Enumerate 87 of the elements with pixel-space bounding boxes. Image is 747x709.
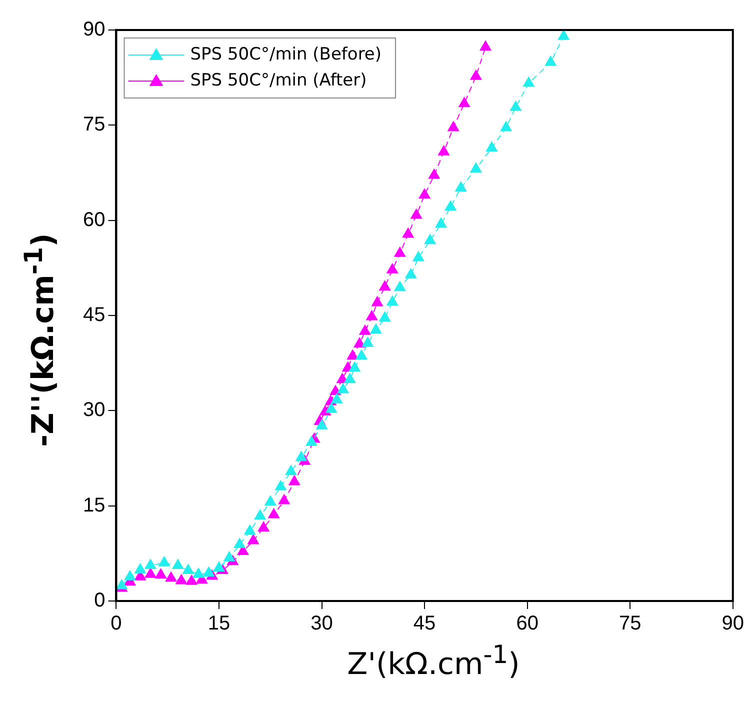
point bbox=[254, 508, 266, 520]
point bbox=[370, 323, 382, 334]
point bbox=[223, 550, 236, 562]
point bbox=[316, 418, 328, 430]
point bbox=[558, 30, 570, 40]
point bbox=[410, 208, 422, 219]
x-tick-label: 75 bbox=[618, 612, 642, 635]
point bbox=[124, 570, 136, 580]
point bbox=[458, 96, 470, 108]
point bbox=[412, 250, 424, 262]
point bbox=[336, 382, 350, 394]
point bbox=[172, 558, 184, 569]
point bbox=[330, 392, 343, 404]
point bbox=[164, 571, 178, 582]
point bbox=[404, 268, 417, 278]
point bbox=[284, 464, 298, 476]
point bbox=[175, 574, 188, 584]
y-tick-label: 90 bbox=[82, 18, 106, 41]
point bbox=[346, 349, 359, 360]
point bbox=[486, 141, 498, 152]
point bbox=[510, 100, 522, 111]
point bbox=[202, 566, 215, 577]
point bbox=[348, 361, 361, 372]
point bbox=[402, 227, 414, 238]
point bbox=[247, 534, 260, 544]
point bbox=[394, 246, 406, 257]
point bbox=[500, 120, 512, 132]
point bbox=[428, 168, 440, 179]
point bbox=[371, 296, 384, 306]
point bbox=[182, 564, 194, 574]
point bbox=[444, 200, 457, 211]
point bbox=[144, 558, 157, 569]
point bbox=[394, 280, 406, 292]
point bbox=[447, 120, 460, 132]
point bbox=[134, 562, 146, 574]
point bbox=[154, 568, 167, 578]
point bbox=[470, 69, 482, 80]
y-tick-label: 30 bbox=[82, 399, 106, 422]
x-tick-label: 90 bbox=[722, 612, 744, 635]
point bbox=[386, 295, 398, 306]
legend-label: SPS 50C°/min (After) bbox=[190, 70, 367, 90]
point bbox=[295, 450, 308, 462]
point bbox=[454, 180, 467, 192]
point bbox=[274, 480, 287, 490]
point bbox=[257, 521, 270, 532]
x-tick-label: 60 bbox=[516, 612, 538, 635]
point bbox=[344, 372, 356, 384]
point bbox=[288, 474, 300, 486]
point bbox=[158, 556, 170, 566]
point bbox=[544, 55, 557, 66]
x-axis-title: Z'(kΩ.cm$^{-1}$) bbox=[346, 640, 521, 682]
point bbox=[278, 494, 290, 504]
point bbox=[355, 349, 368, 360]
point bbox=[268, 508, 280, 518]
point bbox=[434, 217, 448, 228]
point bbox=[264, 495, 276, 506]
point bbox=[418, 188, 431, 198]
y-tick-label: 0 bbox=[94, 590, 106, 612]
point bbox=[386, 262, 398, 274]
y-tick-label: 15 bbox=[82, 494, 106, 516]
point bbox=[424, 234, 436, 244]
point bbox=[378, 311, 391, 322]
point bbox=[470, 162, 482, 172]
point bbox=[192, 567, 205, 578]
point bbox=[116, 578, 128, 590]
y-tick-label: 60 bbox=[82, 208, 106, 231]
y-tick-label: 45 bbox=[82, 304, 106, 326]
x-tick-label: 45 bbox=[413, 612, 436, 635]
point bbox=[366, 310, 378, 320]
x-tick-label: 30 bbox=[310, 612, 333, 635]
point bbox=[362, 336, 374, 347]
point bbox=[353, 337, 366, 348]
point bbox=[522, 76, 535, 87]
x-tick-label: 0 bbox=[110, 612, 122, 635]
point bbox=[186, 574, 198, 585]
point bbox=[378, 280, 391, 290]
point bbox=[244, 524, 256, 535]
point bbox=[438, 144, 450, 156]
point bbox=[212, 561, 226, 572]
point bbox=[325, 402, 338, 413]
legend-label: SPS 50C°/min (Before) bbox=[190, 44, 382, 64]
point bbox=[234, 538, 246, 548]
x-tick-label: 15 bbox=[208, 612, 230, 635]
y-tick-label: 75 bbox=[82, 114, 106, 136]
point bbox=[479, 40, 492, 51]
point bbox=[305, 435, 318, 446]
point bbox=[358, 324, 372, 335]
